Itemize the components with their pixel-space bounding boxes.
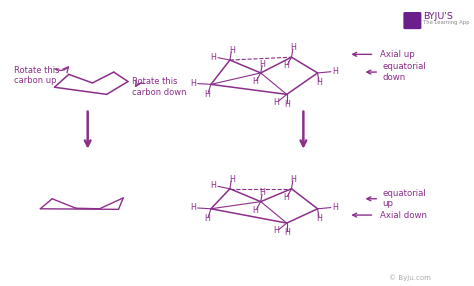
Text: H: H bbox=[204, 214, 210, 223]
Text: H: H bbox=[284, 228, 290, 237]
Text: H: H bbox=[317, 214, 322, 223]
Text: H: H bbox=[291, 43, 296, 52]
Text: H: H bbox=[333, 203, 338, 212]
Text: equatorial
up: equatorial up bbox=[383, 189, 426, 208]
Text: H: H bbox=[283, 193, 289, 202]
Text: H: H bbox=[260, 188, 265, 197]
Text: Axial down: Axial down bbox=[380, 210, 427, 220]
Text: Rotate this
carbon down: Rotate this carbon down bbox=[132, 77, 186, 97]
Text: B: B bbox=[409, 16, 416, 25]
Text: H: H bbox=[229, 174, 235, 184]
Text: H: H bbox=[333, 67, 338, 76]
Text: Axial up: Axial up bbox=[380, 50, 415, 59]
Text: The Learning App: The Learning App bbox=[423, 20, 469, 25]
Text: H: H bbox=[273, 98, 279, 107]
FancyBboxPatch shape bbox=[403, 12, 421, 29]
Text: H: H bbox=[252, 77, 258, 86]
Text: H: H bbox=[273, 226, 279, 235]
Text: Rotate this
carbon up: Rotate this carbon up bbox=[14, 66, 60, 86]
Text: © Byju.com: © Byju.com bbox=[389, 274, 430, 281]
Text: H: H bbox=[211, 181, 217, 190]
Text: equatorial
down: equatorial down bbox=[383, 62, 426, 82]
Text: H: H bbox=[204, 90, 210, 99]
Text: H: H bbox=[317, 78, 322, 87]
Text: H: H bbox=[260, 60, 265, 69]
Text: H: H bbox=[211, 53, 217, 62]
Text: H: H bbox=[190, 79, 196, 88]
Text: H: H bbox=[284, 100, 290, 109]
Text: H: H bbox=[283, 61, 289, 70]
Text: H: H bbox=[229, 46, 235, 55]
Text: H: H bbox=[252, 206, 258, 215]
Text: BYJU'S: BYJU'S bbox=[423, 12, 453, 21]
Text: H: H bbox=[291, 174, 296, 184]
Text: H: H bbox=[190, 203, 196, 212]
